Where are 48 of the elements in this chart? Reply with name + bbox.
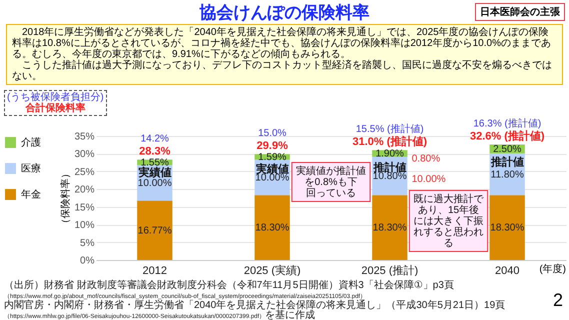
text: 16.3% (推計値)	[473, 118, 542, 130]
y-tick-label: 20%	[74, 184, 95, 196]
y-tick-label: 25%	[74, 166, 95, 178]
annotation: 推計値	[490, 156, 524, 169]
text: 2	[552, 290, 563, 311]
annotation: 10.00%	[412, 174, 446, 186]
total-label: 28.3%	[139, 146, 171, 158]
data-label: 2.50%	[493, 144, 522, 155]
data-label: 18.30%	[490, 222, 524, 234]
bar	[137, 200, 172, 260]
y-tick-label: 10%	[74, 220, 95, 232]
legend-label: 介護	[21, 136, 41, 148]
data-label: 18.30%	[372, 222, 407, 234]
total-label: 31.0% (推計値)	[352, 135, 428, 148]
y-axis-title: （保険料率）	[59, 168, 72, 228]
chart-title: 協会けんぽの保険料率	[200, 3, 370, 22]
legend-label: 医療	[21, 162, 41, 174]
text: 合計保険料率	[24, 103, 86, 114]
x-tick-label: 2040	[495, 265, 520, 277]
annotation: 0.80%	[412, 153, 440, 164]
data-label: 16.77%	[138, 225, 172, 236]
y-tick-label: 35%	[74, 132, 95, 142]
data-label: 10.00%	[138, 178, 172, 189]
x-tick-label: 2025 (推計)	[361, 264, 418, 277]
total-label: 29.9%	[256, 140, 288, 152]
text: 2018年に厚生労働省などが発表した「2040年を見据えた社会保障の将来見通し」では、2025年度の協会けんぽの保険料率は10.8%に上がるとされているが、コロナ禍を経た中でも、協会けんぽの保険料率は2012年度から10.0%のままである。むしろ、今年度の東京都では、9.91%に下がるなどの傾向もみられる。	[12, 27, 552, 60]
annotation: 15.0%	[258, 128, 287, 140]
data-label: 11.80%	[490, 169, 524, 180]
y-tick-label: 15%	[74, 202, 95, 214]
text: (年度)	[539, 262, 566, 276]
x-tick-label: 2012	[142, 265, 167, 277]
total-label: 32.6% (推計値)	[470, 130, 545, 143]
y-tick-label: 0%	[80, 256, 95, 266]
bar	[254, 195, 290, 260]
data-label: 10.80%	[372, 171, 407, 182]
data-label: 18.30%	[255, 222, 290, 234]
annotation: 実績値	[137, 166, 172, 180]
annotation: 推計値	[372, 160, 406, 174]
y-tick-label: 30%	[74, 149, 95, 160]
text: 日本医師会の主張	[475, 3, 565, 21]
x-tick-label: 2025 (実績)	[244, 264, 301, 277]
annotation: 14.2%	[140, 134, 170, 145]
text: こうした推計値は過大予測になっており、デフレ下のコストカット型経済を踏襲し、国民に過度な不安を煽るべきではない。	[12, 60, 553, 82]
text: 15.5% (推計値)	[356, 123, 424, 136]
y-tick-label: 5%	[80, 238, 95, 249]
legend-label: 年金	[21, 188, 41, 200]
data-label: 1.90%	[376, 148, 404, 160]
text: (うち被保険者負担分)	[7, 92, 104, 103]
